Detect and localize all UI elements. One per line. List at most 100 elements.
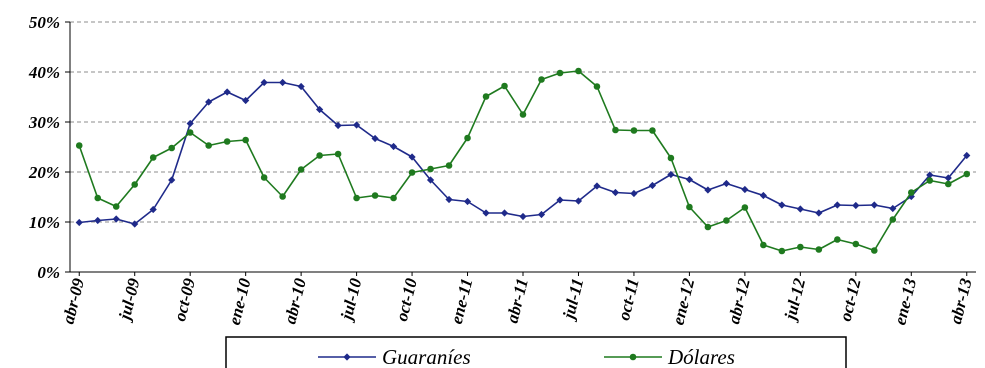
data-point	[353, 194, 360, 202]
data-point	[815, 209, 823, 217]
x-tick-label: jul-12	[780, 276, 809, 324]
data-point	[648, 181, 657, 190]
data-point	[168, 144, 175, 152]
data-point	[334, 121, 342, 130]
data-point	[519, 212, 527, 221]
data-point	[686, 203, 693, 211]
series-line	[79, 81, 968, 225]
data-point	[815, 246, 823, 253]
data-point	[205, 142, 212, 149]
data-point	[463, 197, 472, 206]
data-point	[926, 177, 934, 184]
data-point	[612, 126, 619, 134]
data-point	[575, 67, 582, 75]
x-tick-label: abr-10	[280, 276, 310, 326]
y-tick-label: 20%	[28, 163, 60, 182]
data-point	[352, 121, 361, 129]
data-point	[556, 196, 564, 204]
data-point	[871, 247, 878, 254]
series-lines	[75, 67, 971, 255]
data-point	[149, 205, 157, 214]
data-point	[797, 243, 804, 251]
data-point	[316, 105, 324, 114]
data-point	[186, 129, 194, 136]
data-point	[796, 205, 804, 213]
x-tick-label: oct-09	[170, 276, 199, 323]
data-point	[889, 204, 897, 213]
legend: Guaraníes Dólares	[225, 336, 847, 368]
legend-label-guaranies: Guaraníes	[382, 345, 471, 368]
data-point	[390, 194, 397, 202]
data-point	[482, 93, 490, 100]
x-tick-label: jul-11	[558, 276, 587, 323]
data-point	[944, 174, 952, 182]
y-tick-label: 30%	[28, 113, 60, 132]
data-point	[242, 96, 250, 105]
x-tick-label: oct-10	[392, 276, 421, 323]
data-point	[630, 127, 638, 134]
data-point	[630, 189, 638, 198]
data-point	[852, 240, 860, 248]
x-tick-label: oct-12	[836, 276, 865, 323]
data-point	[722, 179, 730, 188]
data-point	[538, 76, 545, 83]
data-point	[334, 150, 342, 158]
data-point	[907, 189, 915, 196]
data-point	[279, 78, 287, 87]
data-point	[75, 218, 83, 227]
data-point	[741, 185, 749, 194]
x-tick-label: abr-11	[502, 276, 531, 325]
data-point	[260, 78, 268, 87]
y-tick-label: 10%	[29, 213, 60, 232]
data-point	[371, 192, 379, 199]
data-point	[371, 134, 379, 143]
data-point	[944, 180, 952, 188]
data-point	[685, 175, 694, 184]
data-point	[279, 193, 286, 200]
legend-marker-guaranies	[343, 353, 351, 361]
data-point	[501, 82, 508, 90]
data-point	[667, 154, 675, 162]
data-point	[427, 165, 434, 173]
data-point	[556, 69, 564, 77]
x-tick-label: ene-10	[225, 276, 255, 327]
data-point	[131, 220, 139, 228]
data-point	[537, 210, 546, 219]
data-point	[426, 176, 435, 184]
data-point	[963, 170, 971, 178]
data-point	[519, 111, 527, 118]
data-point	[131, 181, 139, 188]
data-point	[759, 191, 767, 200]
x-tick-label: abr-13	[946, 276, 976, 326]
data-point	[168, 176, 176, 184]
data-point	[870, 201, 878, 209]
data-point	[500, 209, 509, 217]
x-tick-label: abr-09	[58, 276, 88, 326]
data-point	[649, 127, 656, 134]
legend-marker-dolares	[629, 353, 637, 361]
data-point	[593, 83, 601, 90]
y-tick-label: 40%	[28, 63, 60, 82]
data-point	[242, 136, 249, 144]
data-point	[94, 194, 102, 202]
data-point	[852, 201, 860, 210]
data-point	[741, 204, 749, 211]
data-point	[112, 215, 120, 223]
data-point	[297, 82, 305, 91]
x-tick-label: oct-11	[614, 276, 643, 322]
data-point	[94, 216, 102, 225]
data-point	[778, 247, 786, 255]
data-point	[223, 88, 231, 96]
y-tick-label: 50%	[29, 13, 60, 32]
x-tick-label: ene-11	[447, 276, 477, 326]
data-point	[297, 166, 305, 173]
data-point	[889, 216, 897, 223]
legend-box	[225, 336, 847, 368]
data-point	[482, 209, 490, 217]
x-axis: abr-09 jul-09 oct-09 ene-10 abr-10 jul-10 oct-…	[58, 271, 976, 327]
data-point	[389, 142, 398, 151]
data-point	[611, 188, 620, 197]
data-point	[760, 241, 767, 249]
x-tick-label: jul-10	[336, 276, 365, 324]
